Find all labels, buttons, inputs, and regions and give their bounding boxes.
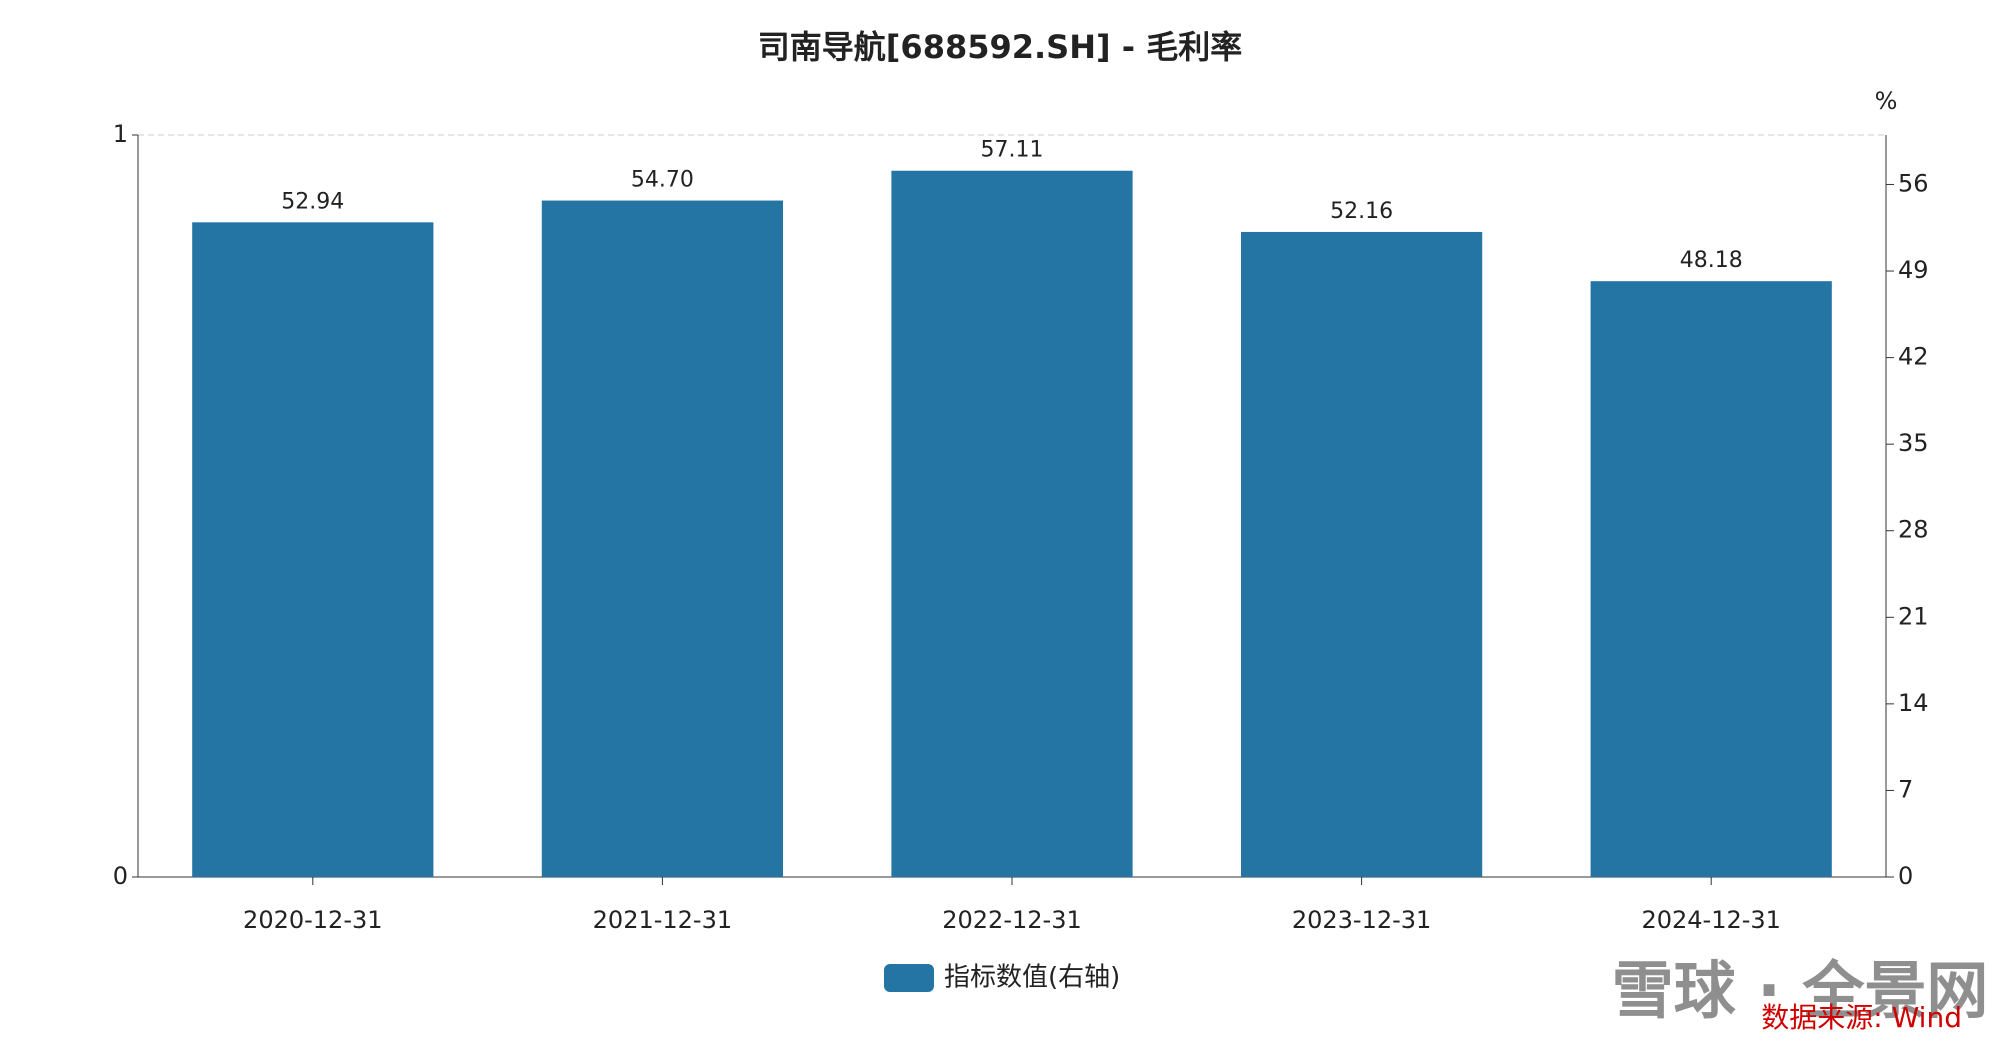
x-tick-label: 2022-12-31 xyxy=(942,906,1081,934)
y2-tick-label: 21 xyxy=(1898,602,1929,630)
source-note: 数据来源: Wind xyxy=(1761,1001,1962,1034)
x-tick-label: 2023-12-31 xyxy=(1292,906,1431,934)
bar xyxy=(1590,281,1832,877)
y-tick-label: 0 xyxy=(113,862,128,890)
y-tick-label: 1 xyxy=(113,120,128,148)
value-label: 54.70 xyxy=(631,168,694,193)
legend-swatch xyxy=(884,964,934,992)
bar xyxy=(1240,231,1483,878)
value-label: 57.11 xyxy=(981,138,1044,163)
x-tick-label: 2021-12-31 xyxy=(593,906,732,934)
chart-title: 司南导航[688592.SH] - 毛利率 xyxy=(758,28,1242,66)
y2-tick-label: 28 xyxy=(1898,516,1929,544)
value-label: 52.16 xyxy=(1330,199,1393,224)
y2-tick-label: 14 xyxy=(1898,689,1929,717)
value-label: 48.18 xyxy=(1680,248,1743,273)
y2-tick-label: 0 xyxy=(1898,862,1913,890)
x-tick-label: 2020-12-31 xyxy=(243,906,382,934)
y2-tick-label: 35 xyxy=(1898,429,1929,457)
y2-tick-label: 7 xyxy=(1898,775,1913,803)
y2-tick-label: 49 xyxy=(1898,256,1929,284)
y2-unit: % xyxy=(1875,87,1898,115)
y2-tick-label: 42 xyxy=(1898,343,1929,371)
value-label: 52.94 xyxy=(281,189,344,214)
x-tick-label: 2024-12-31 xyxy=(1641,906,1780,934)
bar xyxy=(541,200,784,877)
watermark: 雪球 · 全景网 xyxy=(1612,954,1989,1027)
y2-tick-label: 56 xyxy=(1898,169,1929,197)
legend-label: 指标数值(右轴) xyxy=(944,963,1120,993)
bar xyxy=(192,222,434,878)
bar xyxy=(891,170,1133,877)
